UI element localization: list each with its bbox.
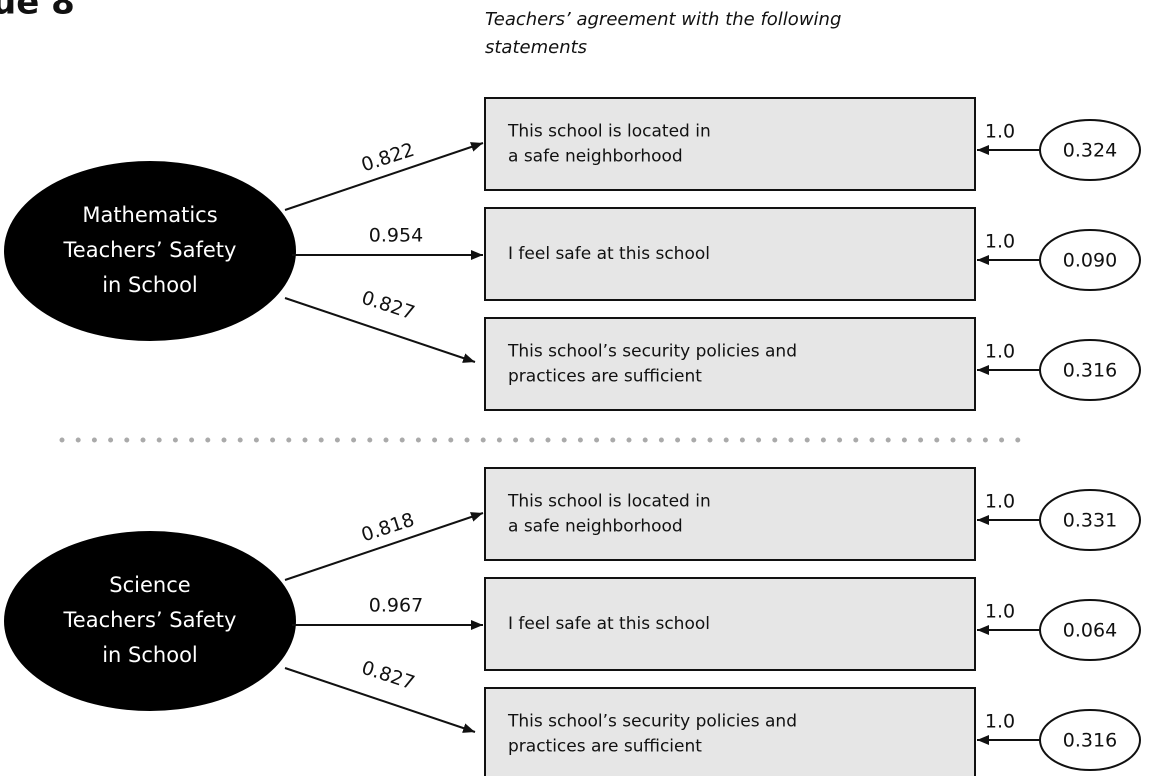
subtitle: Teachers’ agreement with the following: [485, 9, 841, 30]
figure-label: ue 8: [0, 0, 75, 23]
loading-label: 0.827: [359, 657, 418, 695]
indicator-box: [484, 97, 976, 191]
factor-label: Teachers’ Safety: [63, 608, 237, 632]
indicator-text: a safe neighborhood: [508, 517, 683, 537]
loading-label: 0.954: [369, 225, 423, 247]
indicator-text: This school’s security policies and: [507, 342, 797, 362]
indicator-box: [484, 577, 976, 671]
indicator-text: I feel safe at this school: [508, 244, 710, 264]
error-label: 0.316: [1063, 730, 1117, 752]
indicator-text: a safe neighborhood: [508, 147, 683, 167]
loading-arrow: [284, 512, 484, 581]
indicator-text: This school is located in: [507, 122, 711, 142]
error-path-label: 1.0: [985, 121, 1015, 143]
factor-label: Teachers’ Safety: [63, 238, 237, 262]
loading-label: 0.827: [359, 287, 418, 325]
factor-label: Science: [109, 573, 190, 597]
indicator-text: This school is located in: [507, 492, 711, 512]
indicator-box: [484, 317, 976, 411]
loading-arrow: [284, 667, 476, 733]
error-path-label: 1.0: [985, 601, 1015, 623]
factor-label: Mathematics: [82, 203, 217, 227]
indicator-text: practices are sufficient: [508, 737, 702, 757]
error-label: 0.316: [1063, 360, 1117, 382]
indicator-text: practices are sufficient: [508, 367, 702, 387]
loading-arrow: [284, 142, 484, 211]
loading-label: 0.822: [359, 139, 418, 177]
error-label: 0.090: [1063, 250, 1117, 272]
error-path-label: 1.0: [985, 491, 1015, 513]
error-path-label: 1.0: [985, 341, 1015, 363]
error-label: 0.331: [1063, 510, 1117, 532]
indicator-box: [484, 467, 976, 561]
factor-label: in School: [102, 643, 198, 667]
indicator-text: I feel safe at this school: [508, 614, 710, 634]
indicator-box: [484, 687, 976, 776]
error-label: 0.064: [1063, 620, 1117, 642]
loading-arrow: [284, 297, 476, 363]
subtitle: statements: [485, 37, 587, 58]
indicator-box: [484, 207, 976, 301]
latent-factor: [4, 531, 296, 711]
factor-label: in School: [102, 273, 198, 297]
error-path-label: 1.0: [985, 231, 1015, 253]
indicator-text: This school’s security policies and: [507, 712, 797, 732]
loading-label: 0.818: [359, 509, 418, 547]
latent-factor: [4, 161, 296, 341]
error-path-label: 1.0: [985, 711, 1015, 733]
error-label: 0.324: [1063, 140, 1117, 162]
loading-label: 0.967: [369, 595, 423, 617]
